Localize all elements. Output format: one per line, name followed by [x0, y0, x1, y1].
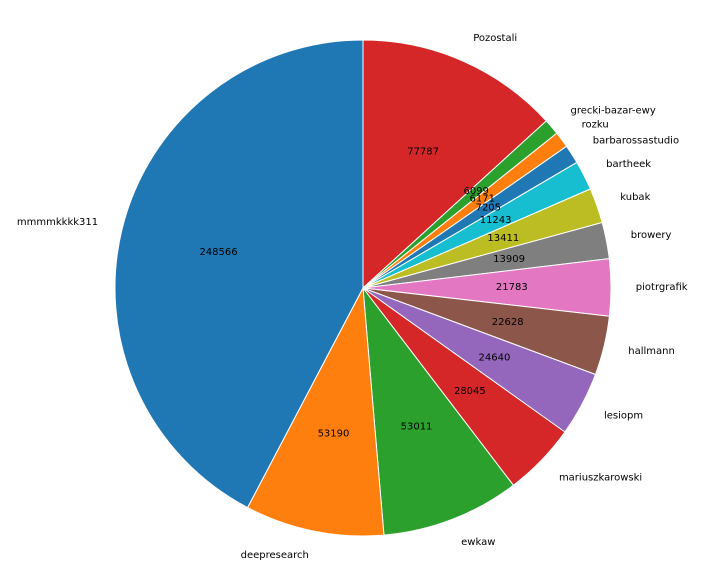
pie-slices: [114, 39, 612, 537]
pie-slice-mmmmkkkk311: [114, 39, 364, 509]
pie-value-label: 13909: [493, 254, 525, 265]
pie-category-label: rozku: [582, 119, 609, 130]
pie-slice-deepresearch: [247, 287, 385, 537]
pie-category-label: ewkaw: [461, 537, 495, 548]
pie-category-label: Pozostali: [473, 33, 517, 44]
pie-category-labels: Pozostali grecki-bazar-ewy rozku barbarossa…: [17, 33, 688, 561]
pie-category-label: mmmmkkkk311: [17, 217, 98, 228]
pie-value-label: 248566: [199, 247, 237, 258]
pie-category-label: barbarossastudio: [593, 135, 679, 146]
pie-value-label: 6099: [463, 186, 488, 197]
pie-category-label: deepresearch: [241, 550, 309, 561]
pie-value-label: 53190: [318, 428, 350, 439]
pie-value-label: 6171: [470, 194, 495, 205]
pie-category-label: lesiopm: [604, 410, 643, 421]
pie-category-label: hallmann: [628, 346, 675, 357]
pie-value-label: 24640: [479, 352, 511, 363]
pie-category-label: bartheek: [606, 159, 651, 170]
pie-value-label: 11243: [480, 215, 512, 226]
pie-value-label: 13411: [487, 233, 519, 244]
pie-value-label: 21783: [496, 282, 528, 293]
pie-slice-ewkaw: [362, 287, 514, 536]
pie-value-label: 22628: [492, 317, 524, 328]
pie-value-label: 7205: [476, 202, 501, 213]
pie-value-label: 53011: [401, 421, 433, 432]
pie-category-label: piotrgrafik: [636, 282, 688, 293]
pie-value-label: 77787: [407, 146, 439, 157]
pie-category-label: browery: [631, 230, 672, 241]
pie-slice-pozostali: [362, 39, 547, 289]
pie-category-label: grecki-bazar-ewy: [570, 105, 655, 116]
pie-category-label: mariuszkarowski: [559, 472, 642, 483]
pie-value-label: 28045: [454, 386, 486, 397]
pie-category-label: kubak: [620, 192, 650, 203]
